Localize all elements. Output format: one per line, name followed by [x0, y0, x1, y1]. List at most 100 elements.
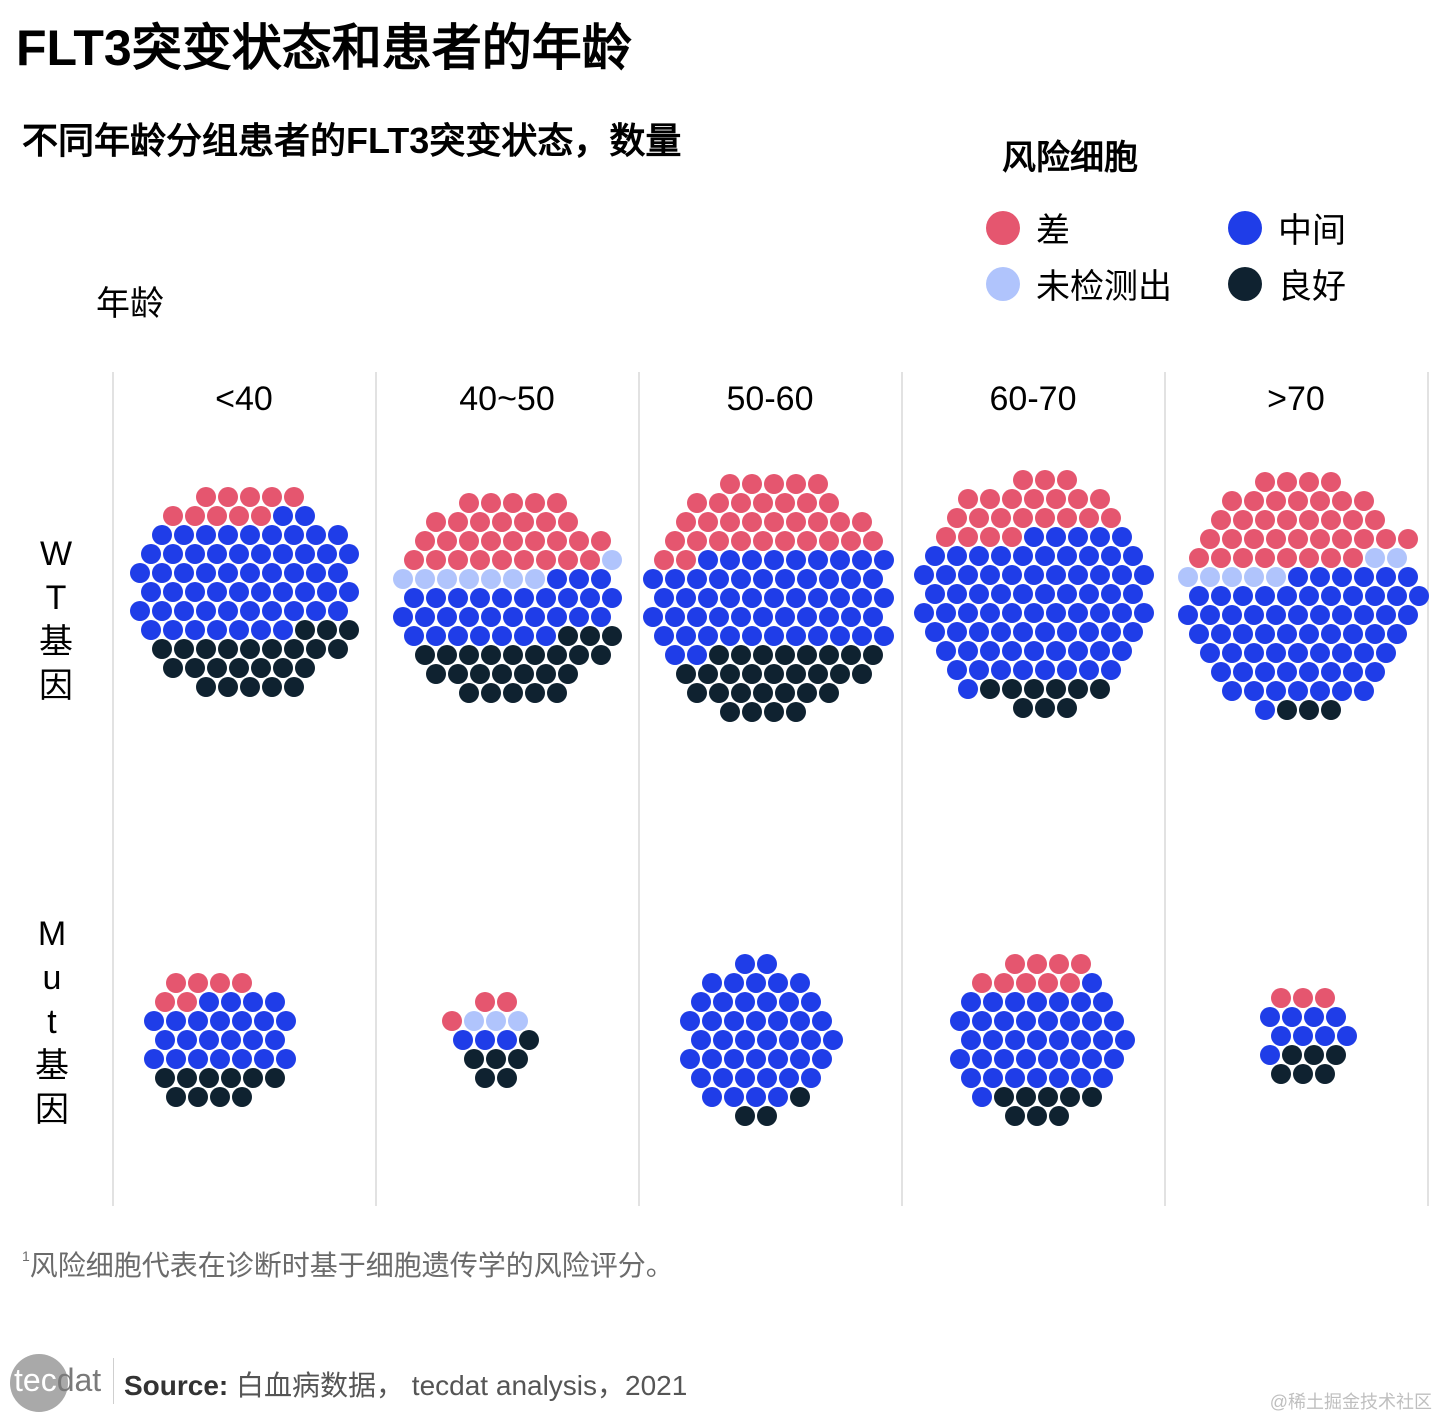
data-point-dot [991, 546, 1012, 566]
data-point-dot [829, 664, 850, 684]
data-point-dot [459, 683, 480, 703]
data-point-dot [701, 1087, 722, 1107]
data-point-dot [796, 493, 817, 513]
data-point-dot [1233, 624, 1254, 644]
data-point-dot [1013, 660, 1034, 680]
data-point-dot [339, 620, 360, 640]
data-point-dot [141, 582, 162, 602]
data-point-dot [1255, 662, 1276, 682]
data-point-dot [1101, 660, 1122, 680]
data-point-dot [697, 588, 718, 608]
data-point-dot [229, 582, 250, 602]
data-point-dot [1387, 624, 1408, 644]
data-point-dot [1387, 586, 1408, 606]
data-point-dot [437, 645, 458, 665]
data-point-dot [936, 603, 957, 623]
data-point-dot [991, 660, 1012, 680]
data-point-dot [415, 569, 436, 589]
data-point-dot [254, 1049, 275, 1069]
data-point-dot [829, 550, 850, 570]
data-point-dot [273, 506, 294, 526]
data-point-dot [218, 563, 239, 583]
data-point-dot [1112, 527, 1133, 547]
data-point-dot [1315, 1064, 1336, 1084]
data-point-dot [1293, 988, 1314, 1008]
data-point-dot [207, 506, 228, 526]
data-point-dot [514, 512, 535, 532]
data-point-dot [690, 992, 711, 1012]
data-point-dot [492, 550, 513, 570]
data-point-dot [778, 1068, 799, 1088]
data-point-dot [503, 493, 524, 513]
data-point-dot [1282, 1007, 1303, 1027]
data-point-dot [174, 563, 195, 583]
data-point-dot [767, 1049, 788, 1069]
data-point-dot [166, 973, 187, 993]
data-point-dot [448, 626, 469, 646]
data-point-dot [1255, 700, 1276, 720]
data-point-dot [1090, 679, 1111, 699]
logo-divider [113, 1358, 114, 1404]
data-point-dot [486, 1049, 507, 1069]
data-point-dot [719, 512, 740, 532]
source-text: 白血病数据， tecdat analysis，2021 [236, 1370, 688, 1401]
data-point-dot [1354, 529, 1375, 549]
data-point-dot [960, 1068, 981, 1088]
data-point-dot [752, 493, 773, 513]
data-point-dot [415, 607, 436, 627]
data-point-dot [708, 569, 729, 589]
data-point-dot [144, 1049, 165, 1069]
data-point-dot [862, 645, 883, 665]
data-point-dot [284, 601, 305, 621]
data-point-dot [719, 702, 740, 722]
data-point-dot [723, 1049, 744, 1069]
data-point-dot [686, 531, 707, 551]
data-point-dot [756, 1068, 777, 1088]
data-point-dot [240, 677, 261, 697]
data-point-dot [1057, 508, 1078, 528]
data-point-dot [1233, 662, 1254, 682]
data-point-dot [481, 569, 502, 589]
footnote: 1风险细胞代表在诊断时基于细胞遗传学的风险评分。 [22, 1244, 674, 1284]
data-point-dot [958, 641, 979, 661]
footnote-text: 风险细胞代表在诊断时基于细胞遗传学的风险评分。 [29, 1250, 674, 1281]
data-point-dot [1354, 643, 1375, 663]
data-point-dot [243, 992, 264, 1012]
data-point-dot [1092, 992, 1113, 1012]
data-point-dot [675, 550, 696, 570]
data-point-dot [525, 683, 546, 703]
data-point-dot [708, 493, 729, 513]
data-point-dot [807, 512, 828, 532]
data-point-dot [642, 607, 663, 627]
data-point-dot [1321, 510, 1342, 530]
data-point-dot [664, 569, 685, 589]
data-point-dot [328, 563, 349, 583]
data-point-dot [1266, 491, 1287, 511]
data-point-dot [767, 973, 788, 993]
data-point-dot [1002, 527, 1023, 547]
source-label: Source: [124, 1370, 229, 1401]
data-point-dot [873, 588, 894, 608]
data-point-dot [188, 1049, 209, 1069]
data-point-dot [602, 550, 623, 570]
data-point-dot [982, 1030, 1003, 1050]
data-point-dot [1059, 1049, 1080, 1069]
data-point-dot [1057, 546, 1078, 566]
data-point-dot [503, 531, 524, 551]
data-point-dot [229, 506, 250, 526]
data-point-dot [525, 493, 546, 513]
data-point-dot [437, 607, 458, 627]
data-point-dot [339, 544, 360, 564]
data-point-dot [697, 512, 718, 532]
data-point-dot [174, 601, 195, 621]
data-point-dot [778, 1030, 799, 1050]
data-point-dot [569, 531, 590, 551]
legend-label-not-detected: 未检测出 [1036, 268, 1172, 306]
data-point-dot [796, 569, 817, 589]
data-point-dot [925, 622, 946, 642]
data-point-dot [1211, 624, 1232, 644]
data-point-dot [188, 1087, 209, 1107]
data-point-dot [152, 563, 173, 583]
data-point-dot [1222, 605, 1243, 625]
data-point-dot [1409, 586, 1430, 606]
